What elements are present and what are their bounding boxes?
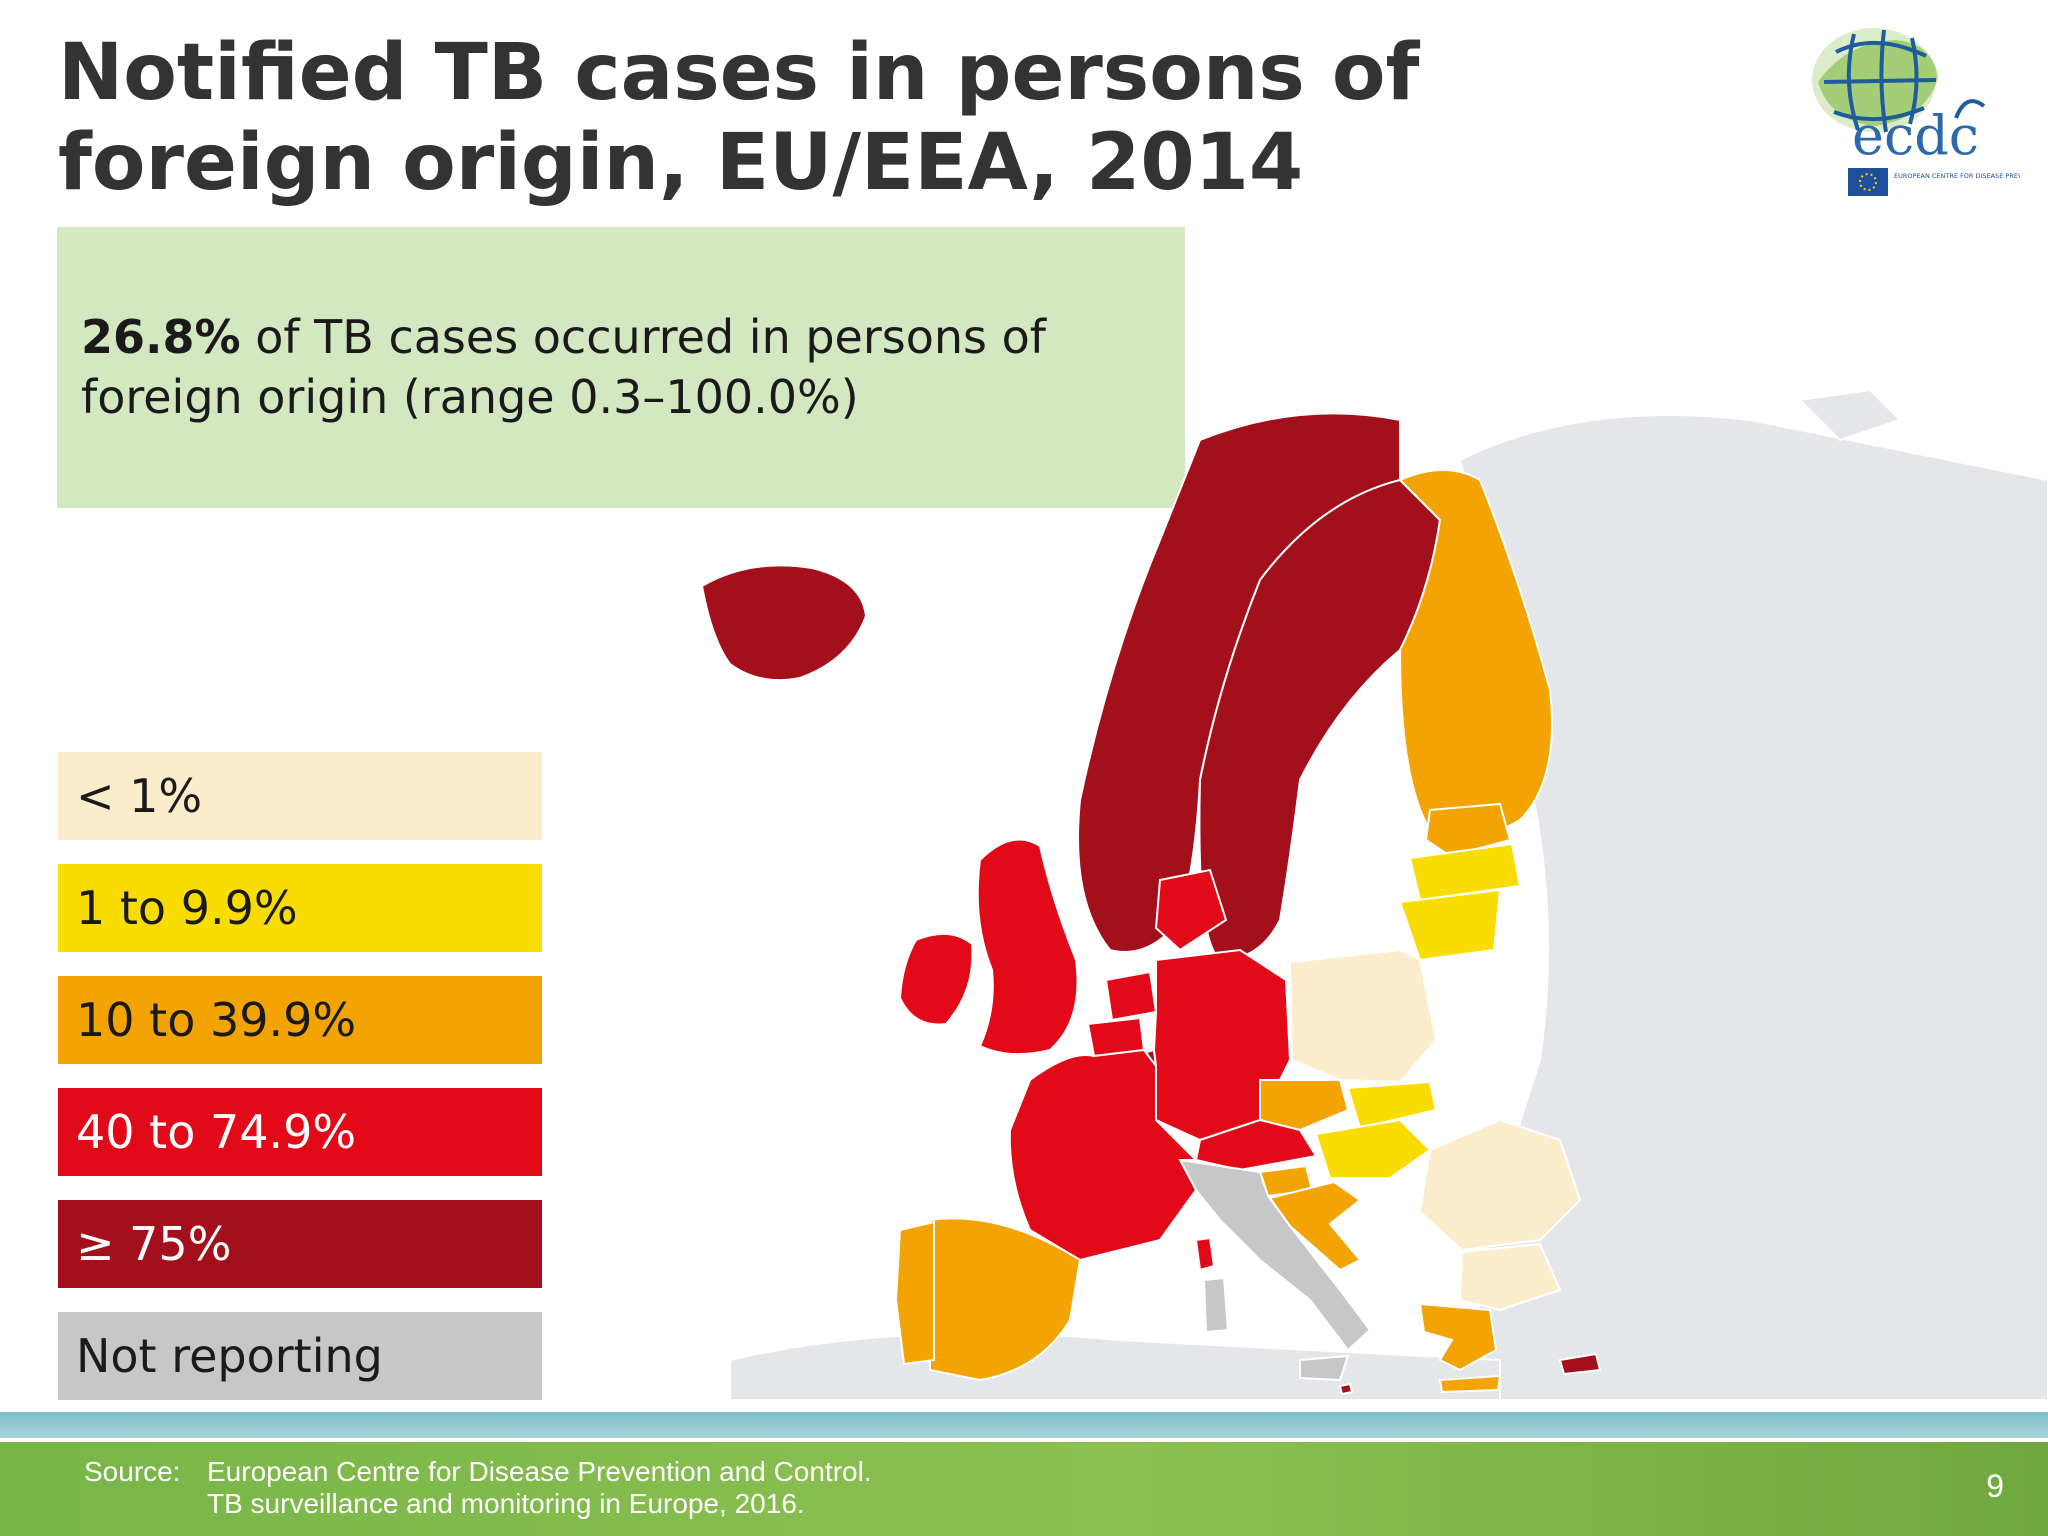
map-background-land-east [1458,414,2048,1400]
key-fact-text: of TB cases occurred in persons of forei… [81,310,1046,424]
map-country-greece [1418,1302,1498,1372]
legend-label: 40 to 74.9% [76,1105,357,1159]
map-country-latvia [1408,842,1522,902]
map-country-cyprus [1558,1352,1602,1376]
legend-label: < 1% [76,769,203,823]
legend-label: 10 to 39.9% [76,993,357,1047]
source-line-1: European Centre for Disease Prevention a… [207,1456,872,1487]
ecdc-logo: ecdc EUROPEAN CENTRE FOR DISEASE PREVENT… [1812,28,2020,196]
page-number: 9 [1986,1468,2004,1504]
map-country-ireland [898,933,974,1026]
eu-flag-icon [1848,168,1888,196]
map-country-poland [1288,948,1438,1084]
map-country-italy-sardinia [1202,1276,1230,1334]
ecdc-wordmark: ecdc [1852,104,1979,167]
map-country-lithuania [1398,888,1502,962]
map-country-italy [1178,1158,1372,1352]
legend-item-40-to-74-9: 40 to 74.9% [58,1088,542,1176]
footer: Source: European Centre for Disease Prev… [0,1442,2048,1536]
legend-item-ge75: ≥ 75% [58,1200,542,1288]
map-legend: < 1% 1 to 9.9% 10 to 39.9% 40 to 74.9% ≥… [58,752,542,1424]
map-background-land-svalbard [1797,388,1902,442]
legend-label: 1 to 9.9% [76,881,298,935]
legend-label: Not reporting [76,1329,383,1383]
legend-item-lt1: < 1% [58,752,542,840]
key-fact-callout: 26.8% of TB cases occurred in persons of… [57,227,1185,508]
source-line-2: TB surveillance and monitoring in Europe… [207,1488,805,1519]
map-country-france-corsica [1194,1236,1216,1272]
footer-accent-band [0,1412,2048,1438]
map-country-finland [1398,469,1553,839]
map-country-united-kingdom [976,838,1079,1056]
map-country-france [1008,1048,1199,1262]
map-country-croatia [1268,1180,1362,1272]
map-country-netherlands [1104,970,1158,1022]
map-country-bulgaria [1458,1242,1562,1312]
map-country-denmark [1154,868,1228,952]
map-background-land-south [729,1332,1501,1400]
europe-map [700,388,2048,1400]
ecdc-globe-icon [1812,28,1986,133]
map-country-romania [1418,1118,1582,1252]
map-country-spain [929,1217,1082,1382]
map-country-slovakia [1346,1080,1438,1130]
map-country-portugal [894,1220,935,1366]
ecdc-subtext: EUROPEAN CENTRE FOR DISEASE PREVENTION A… [1894,172,2020,180]
map-country-malta [1338,1382,1354,1396]
legend-item-1-to-9-9: 1 to 9.9% [58,864,542,952]
slide-title: Notified TB cases in persons of foreign … [58,28,1420,208]
map-country-czech-republic [1259,1079,1350,1132]
legend-label: ≥ 75% [76,1217,232,1271]
map-country-iceland [700,564,868,682]
map-country-greece-crete [1438,1374,1502,1394]
source-label: Source: [84,1456,181,1487]
map-country-hungary [1314,1118,1432,1179]
map-country-italy-sicily [1299,1354,1350,1382]
key-fact-highlight: 26.8% [81,310,241,364]
legend-item-10-to-39-9: 10 to 39.9% [58,976,542,1064]
legend-item-not-reporting: Not reporting [58,1312,542,1400]
